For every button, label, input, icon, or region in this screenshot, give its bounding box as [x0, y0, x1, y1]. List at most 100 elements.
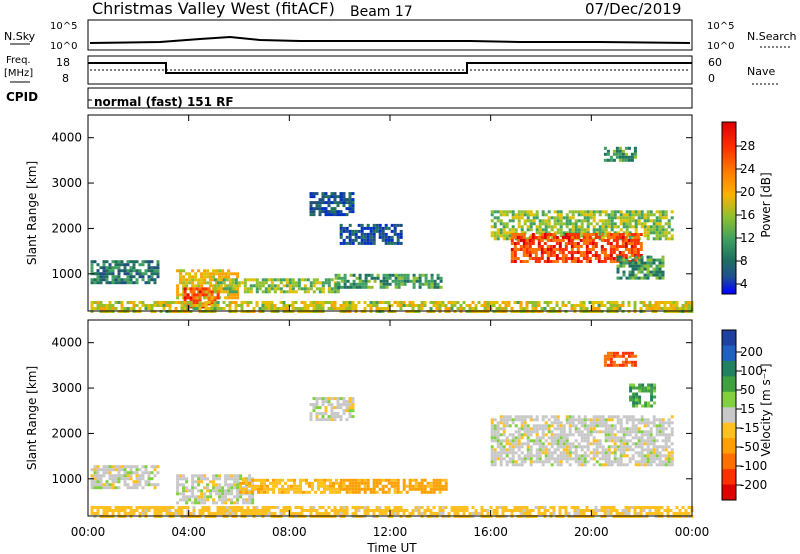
data-cell	[462, 307, 466, 310]
data-cell	[183, 307, 187, 310]
data-cell	[351, 397, 355, 401]
data-cell	[546, 251, 550, 254]
data-cell	[493, 418, 497, 422]
data-cell	[595, 231, 599, 235]
data-cell	[360, 223, 364, 227]
data-cell	[499, 451, 503, 455]
data-cell	[315, 415, 319, 419]
data-cell	[634, 273, 638, 277]
data-cell	[426, 490, 430, 494]
data-cell	[135, 465, 139, 469]
data-cell	[561, 260, 565, 263]
power-heatmap	[90, 146, 694, 313]
data-cell	[639, 301, 643, 304]
data-cell	[670, 430, 674, 434]
data-cell	[390, 241, 394, 245]
data-cell	[576, 236, 580, 239]
data-cell	[364, 282, 368, 286]
data-cell	[354, 490, 358, 494]
data-cell	[661, 424, 665, 428]
data-cell	[99, 307, 103, 310]
data-cell	[144, 307, 148, 310]
data-cell	[529, 228, 533, 232]
data-cell	[105, 512, 109, 515]
data-cell	[480, 304, 484, 307]
data-cell	[616, 448, 620, 452]
data-cell	[402, 512, 406, 515]
data-cell	[556, 415, 560, 419]
data-cell	[675, 301, 679, 304]
data-cell	[622, 463, 626, 467]
data-cell	[535, 424, 539, 428]
data-cell	[595, 442, 599, 446]
data-cell	[342, 229, 346, 233]
data-cell	[669, 509, 673, 512]
data-cell	[224, 501, 228, 505]
data-cell	[616, 436, 620, 440]
data-cell	[215, 486, 219, 490]
data-cell	[543, 236, 547, 239]
data-cell	[201, 506, 205, 509]
data-cell	[516, 242, 520, 245]
data-cell	[222, 307, 226, 310]
data-cell	[369, 235, 373, 239]
data-cell	[249, 509, 253, 512]
data-cell	[375, 490, 379, 494]
data-cell	[520, 213, 524, 217]
data-cell	[99, 301, 103, 304]
data-cell	[96, 480, 100, 484]
data-cell	[252, 506, 256, 509]
data-cell	[633, 307, 637, 310]
data-cell	[105, 483, 109, 487]
data-cell	[348, 238, 352, 242]
data-cell	[622, 213, 626, 217]
data-cell	[595, 454, 599, 458]
data-cell	[207, 301, 211, 304]
data-cell	[553, 415, 557, 419]
data-cell	[342, 512, 346, 515]
data-cell	[200, 498, 204, 502]
data-cell	[486, 307, 490, 310]
data-cell	[616, 276, 620, 280]
data-cell	[618, 233, 622, 236]
data-cell	[592, 448, 596, 452]
data-cell	[516, 301, 520, 304]
data-cell	[586, 216, 590, 220]
data-cell	[529, 460, 533, 464]
data-cell	[568, 231, 572, 235]
nsky-tick-top: 10^5	[50, 21, 77, 32]
data-cell	[592, 213, 596, 217]
data-cell	[108, 468, 112, 472]
data-cell	[598, 415, 602, 419]
data-cell	[553, 457, 557, 461]
data-cell	[215, 474, 219, 478]
data-cell	[255, 509, 259, 512]
data-cell	[523, 427, 527, 431]
data-cell	[246, 512, 250, 515]
data-cell	[138, 301, 142, 304]
data-cell	[616, 267, 620, 271]
data-cell	[600, 301, 604, 304]
data-cell	[363, 235, 367, 239]
data-cell	[625, 439, 629, 443]
data-cell	[594, 236, 598, 239]
data-cell	[616, 415, 620, 419]
data-cell	[225, 287, 229, 291]
data-cell	[604, 436, 608, 440]
data-cell	[664, 439, 668, 443]
data-cell	[230, 293, 234, 297]
data-cell	[520, 228, 524, 232]
data-cell	[586, 436, 590, 440]
data-cell	[667, 460, 671, 464]
data-cell	[531, 233, 535, 236]
data-cell	[444, 478, 448, 482]
data-cell	[490, 219, 494, 223]
data-cell	[333, 192, 337, 196]
data-cell	[358, 285, 362, 289]
data-cell	[526, 427, 530, 431]
data-cell	[529, 225, 533, 229]
data-cell	[622, 433, 626, 437]
data-cell	[544, 222, 548, 226]
data-cell	[141, 263, 145, 267]
